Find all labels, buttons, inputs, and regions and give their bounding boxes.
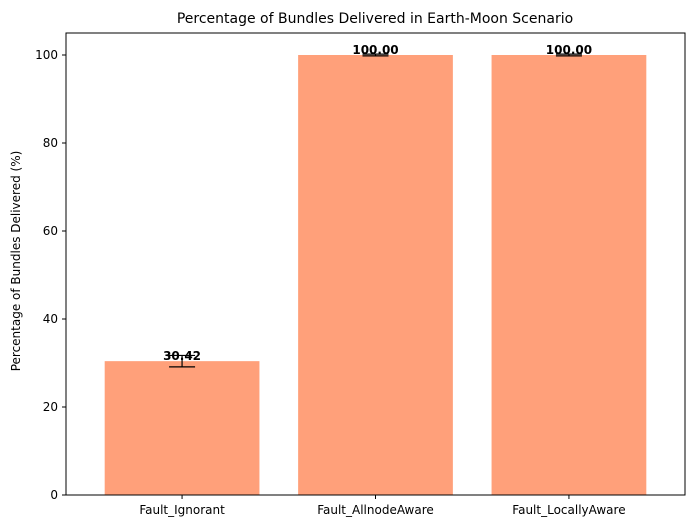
data-label: 30.42 [163, 349, 201, 363]
x-tick-label: Fault_LocallyAware [512, 503, 625, 517]
bar [491, 55, 647, 495]
x-tick-label: Fault_Ignorant [139, 503, 225, 517]
y-tick-label: 60 [43, 224, 58, 238]
bar [298, 55, 453, 495]
bar [104, 361, 260, 495]
y-tick-label: 80 [43, 136, 58, 150]
axes-frame [65, 32, 686, 496]
plot-area: 0 20 40 60 80 100 Fault_Ignorant 30.42 Fault_All… [35, 43, 647, 517]
chart-title: Percentage of Bundles Delivered in Earth… [177, 11, 573, 27]
x-tick-label: Fault_AllnodeAware [317, 503, 434, 517]
y-axis-label: Percentage of Bundles Delivered (%) [9, 151, 23, 372]
data-label: 100.00 [352, 43, 398, 57]
data-label: 100.00 [546, 43, 592, 57]
y-tick-label: 20 [43, 400, 58, 414]
y-tick-label: 100 [35, 48, 58, 62]
y-tick-label: 40 [43, 312, 58, 326]
y-tick-label: 0 [50, 488, 58, 502]
